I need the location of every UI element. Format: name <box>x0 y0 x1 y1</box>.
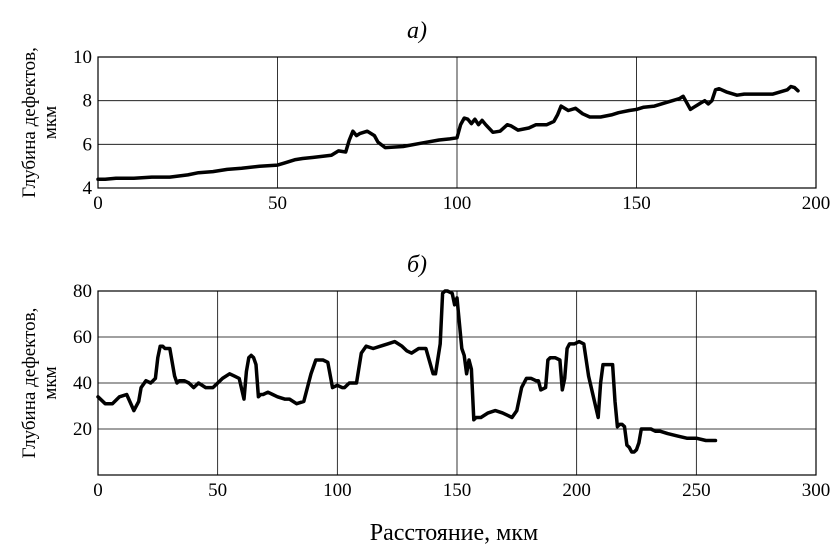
panel-1-y-tick-label: 10 <box>73 47 92 68</box>
panel-2-title: б) <box>407 252 427 278</box>
panel-1-y-tick-label: 4 <box>83 178 93 199</box>
panel-2-y-tick-label: 40 <box>73 373 92 394</box>
panel-1-title: а) <box>407 18 427 44</box>
panel-1-x-tick-label: 100 <box>443 193 472 214</box>
panel-1-plot-frame <box>97 56 817 189</box>
panel-2-x-tick-label: 0 <box>93 480 103 501</box>
panel-1-y-tick-label: 6 <box>83 134 93 155</box>
panel-1-y-tick-label: 8 <box>83 91 93 112</box>
panel-1-y-axis-unit: мкм <box>40 106 61 139</box>
panel-2-plot-frame <box>97 290 817 476</box>
panel-1-y-axis-label: Глубина дефектов, <box>19 47 40 198</box>
panel-1-x-tick-label: 0 <box>93 193 103 214</box>
panel-2-series-line <box>96 289 718 454</box>
panel-2-x-tick-label: 300 <box>802 480 831 501</box>
panel-2-y-tick-label: 20 <box>73 419 92 440</box>
panel-2-y-tick-label: 80 <box>73 281 92 302</box>
panel-1-x-tick-label: 50 <box>268 193 287 214</box>
panel-2-x-tick-label: 250 <box>682 480 711 501</box>
panel-1-x-tick-label: 150 <box>622 193 651 214</box>
panel-2-x-tick-label: 200 <box>562 480 591 501</box>
panel-2-y-axis-unit: мкм <box>40 366 61 399</box>
panel-2-x-tick-label: 100 <box>323 480 352 501</box>
panel-2-x-axis-label: Расстояние, мкм <box>370 520 538 546</box>
panel-2-y-axis-label: Глубина дефектов, <box>19 308 40 459</box>
panel-1-series-line <box>96 84 800 182</box>
panel-2-x-tick-label: 150 <box>443 480 472 501</box>
panel-2-x-tick-label: 50 <box>208 480 227 501</box>
panel-1-x-tick-label: 200 <box>802 193 831 214</box>
panel-2-y-tick-label: 60 <box>73 327 92 348</box>
